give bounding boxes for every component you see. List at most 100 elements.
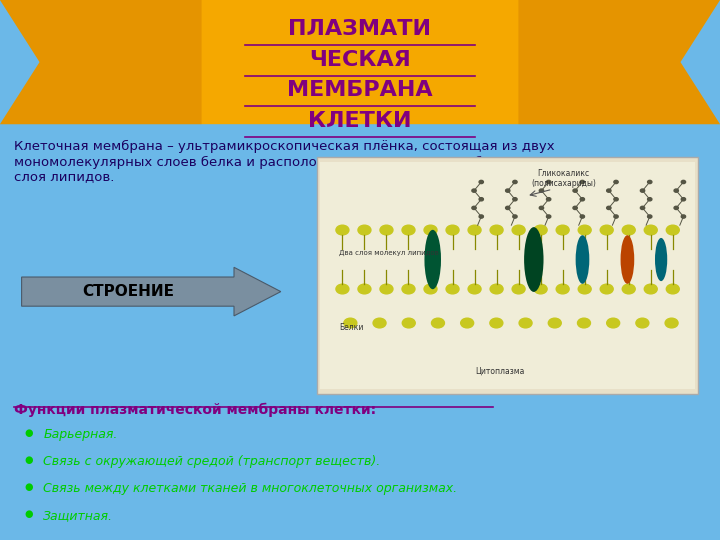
Text: ●: ● <box>24 428 33 438</box>
Text: Цитоплазма: Цитоплазма <box>475 366 525 375</box>
Circle shape <box>647 198 652 201</box>
Circle shape <box>490 284 503 294</box>
Circle shape <box>644 284 657 294</box>
Text: СТРОЕНИЕ: СТРОЕНИЕ <box>82 284 174 299</box>
Text: МЕМБРАНА: МЕМБРАНА <box>287 80 433 100</box>
Circle shape <box>513 215 517 218</box>
Circle shape <box>647 215 652 218</box>
Circle shape <box>461 318 474 328</box>
Text: Связь между клетками тканей в многоклеточных организмах.: Связь между клетками тканей в многоклето… <box>43 482 457 495</box>
Circle shape <box>580 198 585 201</box>
Text: Два слоя молекул липидов: Два слоя молекул липидов <box>339 249 439 256</box>
Circle shape <box>580 180 585 184</box>
Circle shape <box>468 225 481 235</box>
Text: Функции плазматической мембраны клетки:: Функции плазматической мембраны клетки: <box>14 402 377 417</box>
Ellipse shape <box>524 227 544 292</box>
Circle shape <box>344 318 357 328</box>
Circle shape <box>614 180 618 184</box>
Text: ●: ● <box>24 509 33 519</box>
Circle shape <box>358 284 371 294</box>
Ellipse shape <box>655 238 667 281</box>
Circle shape <box>539 189 544 192</box>
Text: Клеточная мембрана – ультрамикроскопическая плёнка, состоящая из двух
мономолеку: Клеточная мембрана – ультрамикроскопичес… <box>14 140 600 184</box>
Polygon shape <box>0 0 202 124</box>
Circle shape <box>424 225 437 235</box>
Circle shape <box>636 318 649 328</box>
FancyBboxPatch shape <box>317 157 698 394</box>
Circle shape <box>573 206 577 210</box>
Text: ЧЕСКАЯ: ЧЕСКАЯ <box>309 50 411 70</box>
Circle shape <box>607 206 611 210</box>
Circle shape <box>578 225 591 235</box>
Circle shape <box>580 215 585 218</box>
Circle shape <box>336 284 349 294</box>
Circle shape <box>479 198 483 201</box>
Circle shape <box>446 284 459 294</box>
Circle shape <box>513 180 517 184</box>
Circle shape <box>546 215 551 218</box>
Circle shape <box>607 189 611 192</box>
Circle shape <box>380 284 393 294</box>
Circle shape <box>640 189 644 192</box>
Text: ●: ● <box>24 482 33 492</box>
Circle shape <box>647 180 652 184</box>
Circle shape <box>622 225 635 235</box>
Circle shape <box>556 225 569 235</box>
Circle shape <box>358 225 371 235</box>
Text: ПЛАЗМАТИ: ПЛАЗМАТИ <box>289 19 431 39</box>
Circle shape <box>614 198 618 201</box>
Ellipse shape <box>425 230 441 289</box>
Circle shape <box>472 206 476 210</box>
Circle shape <box>578 284 591 294</box>
Circle shape <box>674 189 678 192</box>
Circle shape <box>519 318 532 328</box>
Circle shape <box>479 215 483 218</box>
Circle shape <box>681 198 685 201</box>
Circle shape <box>640 206 644 210</box>
Circle shape <box>336 225 349 235</box>
Circle shape <box>513 198 517 201</box>
Circle shape <box>512 284 525 294</box>
Circle shape <box>666 284 679 294</box>
Circle shape <box>402 318 415 328</box>
Circle shape <box>674 206 678 210</box>
Circle shape <box>607 318 620 328</box>
Circle shape <box>512 225 525 235</box>
Circle shape <box>380 225 393 235</box>
Text: Защитная.: Защитная. <box>43 509 113 522</box>
Ellipse shape <box>575 235 589 284</box>
Circle shape <box>573 189 577 192</box>
Polygon shape <box>518 0 720 124</box>
Polygon shape <box>22 267 281 316</box>
Circle shape <box>546 198 551 201</box>
Circle shape <box>600 225 613 235</box>
Circle shape <box>546 180 551 184</box>
Text: Гликокаликс
(полисахариды): Гликокаликс (полисахариды) <box>531 169 596 188</box>
Circle shape <box>614 215 618 218</box>
Circle shape <box>446 225 459 235</box>
Circle shape <box>644 225 657 235</box>
Circle shape <box>479 180 483 184</box>
Ellipse shape <box>621 235 634 284</box>
Circle shape <box>534 225 547 235</box>
Polygon shape <box>0 0 720 124</box>
Circle shape <box>490 225 503 235</box>
Circle shape <box>665 318 678 328</box>
Circle shape <box>424 284 437 294</box>
Circle shape <box>681 215 685 218</box>
FancyBboxPatch shape <box>320 162 695 389</box>
Circle shape <box>373 318 386 328</box>
Circle shape <box>549 318 562 328</box>
Circle shape <box>556 284 569 294</box>
Text: Барьерная.: Барьерная. <box>43 428 117 441</box>
Circle shape <box>402 284 415 294</box>
Circle shape <box>468 284 481 294</box>
Circle shape <box>534 284 547 294</box>
Circle shape <box>600 284 613 294</box>
Circle shape <box>539 206 544 210</box>
Circle shape <box>431 318 444 328</box>
Circle shape <box>681 180 685 184</box>
Circle shape <box>577 318 590 328</box>
Text: Белки: Белки <box>339 323 364 332</box>
Circle shape <box>472 189 476 192</box>
